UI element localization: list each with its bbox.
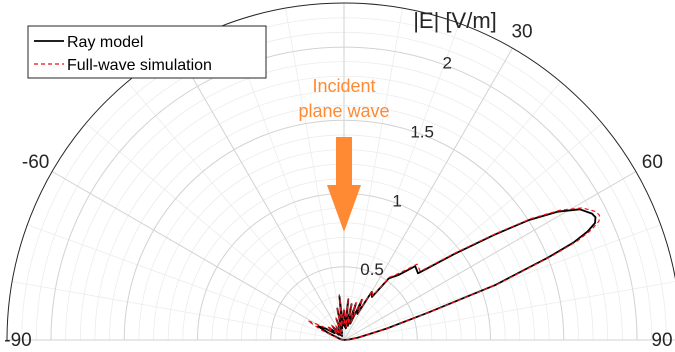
angle-tick-label: -60: [22, 152, 49, 173]
minor-spoke-gridline: [343, 123, 603, 341]
minor-spoke-gridline: [343, 281, 675, 341]
major-spoke-gridline: [343, 171, 637, 341]
minor-spoke-gridline: [343, 224, 661, 341]
annotation-line-plane-wave: plane wave: [298, 101, 389, 121]
minor-spoke-gridline: [127, 81, 345, 341]
angle-tick-label: 90: [651, 330, 672, 351]
minor-spoke-gridline: [343, 81, 561, 341]
angle-tick-label: 30: [511, 22, 532, 43]
incident-arrow-icon: [327, 137, 361, 232]
radial-tick-label: 1: [392, 191, 401, 210]
minor-spoke-gridline: [285, 8, 345, 341]
legend-label-full-wave: Full-wave simulation: [67, 57, 212, 74]
series-line-full-wave-simulation: [307, 207, 601, 341]
legend-label-ray-model: Ray model: [67, 34, 143, 51]
minor-spoke-gridline: [343, 23, 460, 341]
major-spoke-gridline: [51, 171, 345, 341]
minor-spoke-gridline: [12, 281, 345, 341]
radial-axis-label: |E| [V/m]: [413, 8, 497, 33]
incident-wave-annotation: Incident plane wave: [298, 76, 390, 232]
radial-tick-label: 1.5: [410, 122, 434, 141]
angle-tick-label: 60: [642, 152, 663, 173]
legend: Ray model Full-wave simulation: [27, 25, 267, 79]
series-layer: [307, 207, 601, 341]
radial-tick-label: 0.5: [360, 260, 384, 279]
angle-tick-label: -90: [4, 330, 31, 351]
minor-spoke-gridline: [343, 8, 403, 341]
minor-spoke-gridline: [27, 224, 345, 341]
legend-box: [27, 25, 267, 79]
outer-boundary: [6, 2, 675, 341]
major-spoke-gridline: [175, 47, 345, 341]
radial-tick-label: 2: [442, 54, 451, 73]
annotation-line-incident: Incident: [312, 76, 375, 96]
tick-layer: -90-6003060900.511.52|E| [V/m]: [4, 8, 672, 351]
minor-spoke-gridline: [85, 123, 345, 341]
